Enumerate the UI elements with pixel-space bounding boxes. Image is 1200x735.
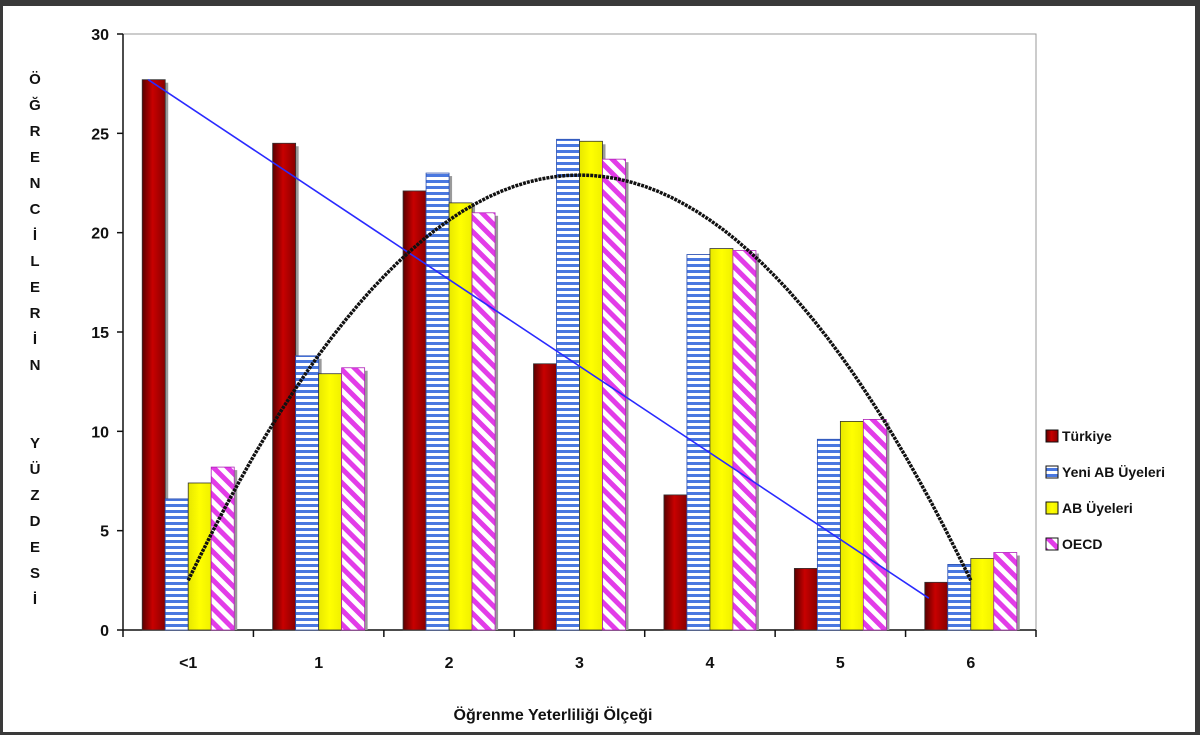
x-tick-label: 3 (575, 655, 584, 672)
bar-series-group (141, 79, 1020, 631)
legend-swatch (1045, 429, 1059, 443)
bar (533, 363, 557, 631)
y-axis: 0 5 10 15 20 25 30 (91, 27, 124, 640)
y-axis-title-letter: Ö (29, 71, 41, 88)
y-axis-title-letter: D (30, 513, 41, 530)
y-axis-title-letter: L (30, 253, 39, 270)
bar (556, 138, 580, 631)
legend-swatch (1045, 465, 1059, 479)
y-axis-title-letter: Y (30, 435, 40, 452)
y-axis-title-letter: E (30, 279, 40, 296)
legend-swatch (1045, 537, 1059, 551)
y-axis-title-letter: İ (33, 591, 37, 608)
legend-label: Türkiye (1062, 428, 1112, 444)
y-axis-title-letter: R (30, 123, 41, 140)
bar (816, 438, 841, 631)
bar (839, 420, 864, 631)
bar (164, 498, 189, 631)
bar (141, 79, 166, 631)
bar (862, 419, 887, 631)
bar (295, 355, 320, 631)
bar (993, 552, 1018, 631)
bar (663, 494, 688, 631)
y-axis-title-letter: İ (33, 331, 37, 348)
legend-label: OECD (1062, 536, 1102, 552)
y-tick-label: 15 (91, 325, 109, 342)
bar (602, 158, 626, 631)
linear-trendline (147, 79, 930, 599)
legend-swatch (1045, 501, 1059, 515)
x-axis: <1 1 2 3 4 5 6 (122, 629, 1037, 672)
legend: Türkiye Yeni AB Üyeleri AB Üyeleri OECD (1045, 428, 1165, 552)
x-tick-label: <1 (179, 655, 197, 672)
bar (448, 202, 473, 631)
y-tick-label: 0 (100, 623, 109, 640)
bar (471, 212, 496, 631)
y-tick-label: 5 (100, 524, 109, 541)
y-tick-label: 10 (91, 424, 109, 441)
bar (947, 564, 972, 631)
x-axis-title: Öğrenme Yeterliliği Ölçeği (454, 705, 653, 724)
y-axis-title-letter: Z (30, 487, 39, 504)
polynomial-trendline (186, 173, 973, 582)
x-tick-label: 4 (705, 655, 714, 672)
x-tick-label: 1 (314, 655, 323, 672)
bar (732, 250, 757, 631)
bar (793, 568, 818, 631)
bar (686, 254, 711, 631)
x-tick-label: 2 (445, 655, 454, 672)
y-axis-title-letter: Ü (30, 461, 41, 478)
bar (970, 558, 995, 631)
bar (341, 367, 366, 631)
trendline-group (147, 79, 973, 599)
legend-label: AB Üyeleri (1062, 500, 1133, 516)
x-tick-label: 5 (836, 655, 845, 672)
y-axis-title-letter: R (30, 305, 41, 322)
y-axis-title-letter: N (30, 357, 41, 374)
bar (579, 140, 603, 631)
y-axis-title-letter: E (30, 539, 40, 556)
x-tick-label: 6 (966, 655, 975, 672)
legend-label: Yeni AB Üyeleri (1062, 464, 1165, 480)
bar (425, 172, 450, 631)
y-axis-title-letter: Ğ (29, 96, 41, 114)
bar (709, 248, 734, 631)
y-axis-title-letter: S (30, 565, 40, 582)
y-tick-label: 20 (91, 226, 109, 243)
bar (210, 466, 235, 631)
bar (272, 142, 297, 631)
y-axis-title-letter: İ (33, 227, 37, 244)
y-axis-title-letter: N (30, 175, 41, 192)
y-tick-label: 30 (91, 27, 109, 44)
bar (924, 581, 949, 631)
y-axis-title-letter: E (30, 149, 40, 166)
y-axis-title-letter: C (30, 201, 41, 218)
bar (318, 373, 343, 631)
y-tick-label: 25 (91, 126, 109, 143)
